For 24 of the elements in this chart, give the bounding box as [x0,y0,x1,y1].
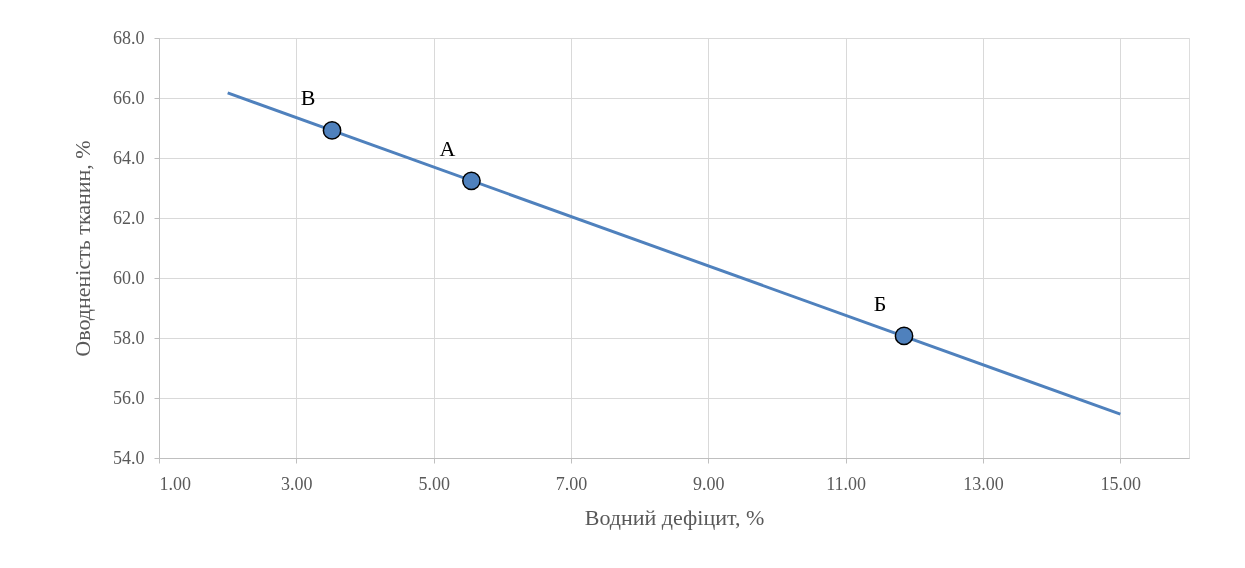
y-tick-label: 62.0 [113,207,145,228]
x-tick-label: 3.00 [281,473,313,494]
y-tick-label: 56.0 [113,387,145,408]
point [322,121,342,140]
y-tick-label: 54.0 [113,447,145,468]
x-tick-label: 13.00 [963,473,1004,494]
y-tick-label: 66.0 [113,87,145,108]
y-tick-label: 60.0 [113,267,145,288]
x-tick-label: 1.00 [159,473,191,494]
point [894,326,914,346]
y-tick-label: 64.0 [113,147,145,168]
annotation: В [300,85,316,111]
x-tick-label: 9.00 [693,473,725,494]
x-tick-label: 11.00 [826,473,867,494]
annotation: А [439,135,456,161]
y-tick-label: 68.0 [113,27,145,48]
x-axis-title: Водний дефіцит, % [584,504,765,530]
annotation: Б [873,290,887,316]
x-tick-label: 15.00 [1100,473,1142,494]
x-tick-label: 5.00 [418,473,450,494]
y-axis-title: Оводненість тканин, % [70,140,95,357]
x-tick-label: 7.00 [555,473,588,494]
y-tick-label: 58.0 [113,327,145,348]
point [462,171,481,191]
